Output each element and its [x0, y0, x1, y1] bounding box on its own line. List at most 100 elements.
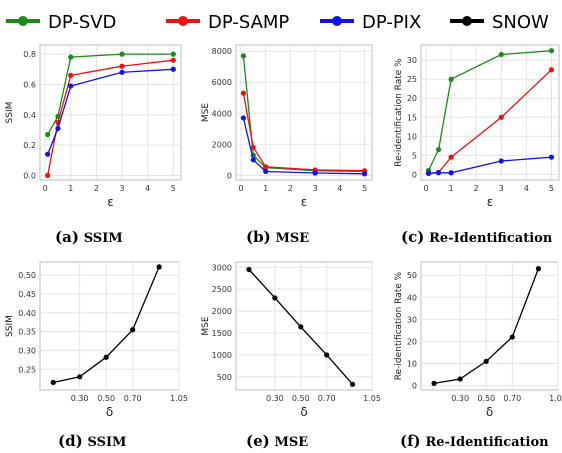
panel-d: 0.30 0.50 0.70 1.05 0.25 0.30 0.35 0.40 0.45 0.50…: [5, 261, 188, 419]
y-tick-label: 0.6: [23, 80, 36, 89]
plot-area: [39, 261, 180, 391]
y-tick-label: 20: [407, 337, 417, 346]
plot-area: [420, 261, 559, 391]
legend-marker: [462, 16, 472, 26]
data-point: [45, 131, 51, 138]
data-point: [119, 51, 125, 57]
data-point: [170, 51, 176, 57]
x-tick-label: 3: [119, 184, 124, 193]
y-tick-label: 25: [407, 75, 417, 84]
x-axis-label: δ: [486, 405, 493, 419]
data-point: [68, 72, 74, 78]
x-tick-label: 4: [337, 184, 342, 193]
x-tick-label: 1: [263, 184, 268, 193]
x-tick-label: 3: [499, 184, 504, 193]
caption-c-tag: (c): [401, 228, 425, 246]
legend-marker: [18, 16, 28, 26]
data-point: [272, 295, 278, 301]
y-axis-label: Re-identification Rate %: [394, 271, 404, 380]
series-snow: [246, 266, 356, 387]
plot-area: [235, 44, 373, 181]
x-tick-label: 1: [68, 184, 73, 193]
x-tick-label: 2: [94, 184, 99, 193]
y-tick-label: 3000: [212, 263, 232, 272]
caption-c: (c) Re-Identification: [401, 228, 552, 246]
data-point: [263, 164, 269, 170]
y-axis-label: Re-identification Rate %: [394, 58, 404, 167]
x-tick-label: 0.70: [124, 394, 142, 403]
data-point: [240, 90, 247, 96]
caption-a-text: SSIM: [83, 231, 123, 246]
y-tick-label: 5: [412, 151, 417, 160]
x-tick-label: 0.70: [503, 394, 521, 403]
data-point: [156, 264, 162, 270]
y-tick-label: 1500: [212, 329, 232, 338]
data-point: [509, 334, 515, 340]
data-point: [498, 114, 504, 120]
legend: DP-SVD DP-SAMP DP-PIX SNOW: [6, 12, 549, 33]
data-point: [250, 144, 256, 151]
data-point: [240, 115, 247, 121]
y-tick-label: 0.4: [23, 111, 36, 120]
x-axis-label: ε: [487, 195, 494, 209]
legend-label: DP-SAMP: [208, 12, 289, 33]
data-point: [240, 53, 247, 59]
legend-marker: [178, 16, 188, 26]
data-point: [431, 380, 437, 386]
data-point: [250, 157, 256, 163]
legend-label: DP-SVD: [48, 12, 116, 33]
series-snow: [431, 266, 542, 386]
y-tick-label: 20: [407, 94, 417, 103]
x-tick-label: 4: [145, 184, 150, 193]
x-tick-label: 0.50: [477, 394, 495, 403]
data-point: [498, 51, 504, 58]
y-tick-label: 0.35: [18, 328, 36, 337]
data-point: [548, 154, 555, 160]
caption-f-text: Re-Identification: [425, 435, 549, 450]
caption-b: (b) MSE: [246, 228, 309, 246]
x-tick-label: 0.30: [71, 394, 89, 403]
series-dp-samp: [45, 57, 176, 179]
x-tick-label: 4: [524, 184, 529, 193]
data-point: [535, 266, 542, 272]
data-point: [298, 324, 304, 330]
x-tick-label: 2: [288, 184, 293, 193]
legend-marker: [332, 16, 342, 26]
data-point: [448, 154, 454, 160]
x-tick-label: 1.05: [170, 394, 188, 403]
x-tick-label: 1.05: [363, 394, 381, 403]
caption-e-text: MSE: [274, 435, 309, 450]
caption-d: (d) SSIM: [58, 432, 126, 450]
x-tick-label: 0: [43, 184, 48, 193]
data-point: [246, 266, 252, 273]
data-point: [483, 358, 489, 364]
caption-d-text: SSIM: [87, 435, 127, 450]
data-point: [448, 76, 454, 82]
data-point: [548, 67, 555, 73]
series-dp-pix: [425, 154, 555, 176]
legend-label: SNOW: [492, 12, 549, 33]
y-tick-label: 0.25: [18, 365, 36, 374]
y-tick-label: 0: [412, 170, 417, 179]
data-point: [50, 379, 56, 386]
y-tick-label: 50: [407, 271, 417, 280]
x-tick-label: 0.30: [451, 394, 469, 403]
plot-area: [235, 261, 373, 391]
x-tick-label: 0.30: [266, 394, 284, 403]
data-point: [119, 69, 125, 75]
data-point: [130, 327, 136, 333]
y-tick-label: 15: [407, 113, 417, 122]
data-point: [170, 66, 176, 72]
x-axis-label: δ: [300, 405, 307, 419]
x-tick-label: 1.05: [549, 394, 562, 403]
x-tick-label: 5: [171, 184, 176, 193]
data-point: [457, 376, 463, 382]
y-tick-label: 2000: [212, 307, 232, 316]
series-dp-pix: [240, 115, 368, 177]
data-point: [45, 151, 51, 157]
x-tick-label: 2: [474, 184, 479, 193]
y-tick-label: 30: [407, 315, 417, 324]
caption-a: (a) SSIM: [55, 228, 123, 246]
